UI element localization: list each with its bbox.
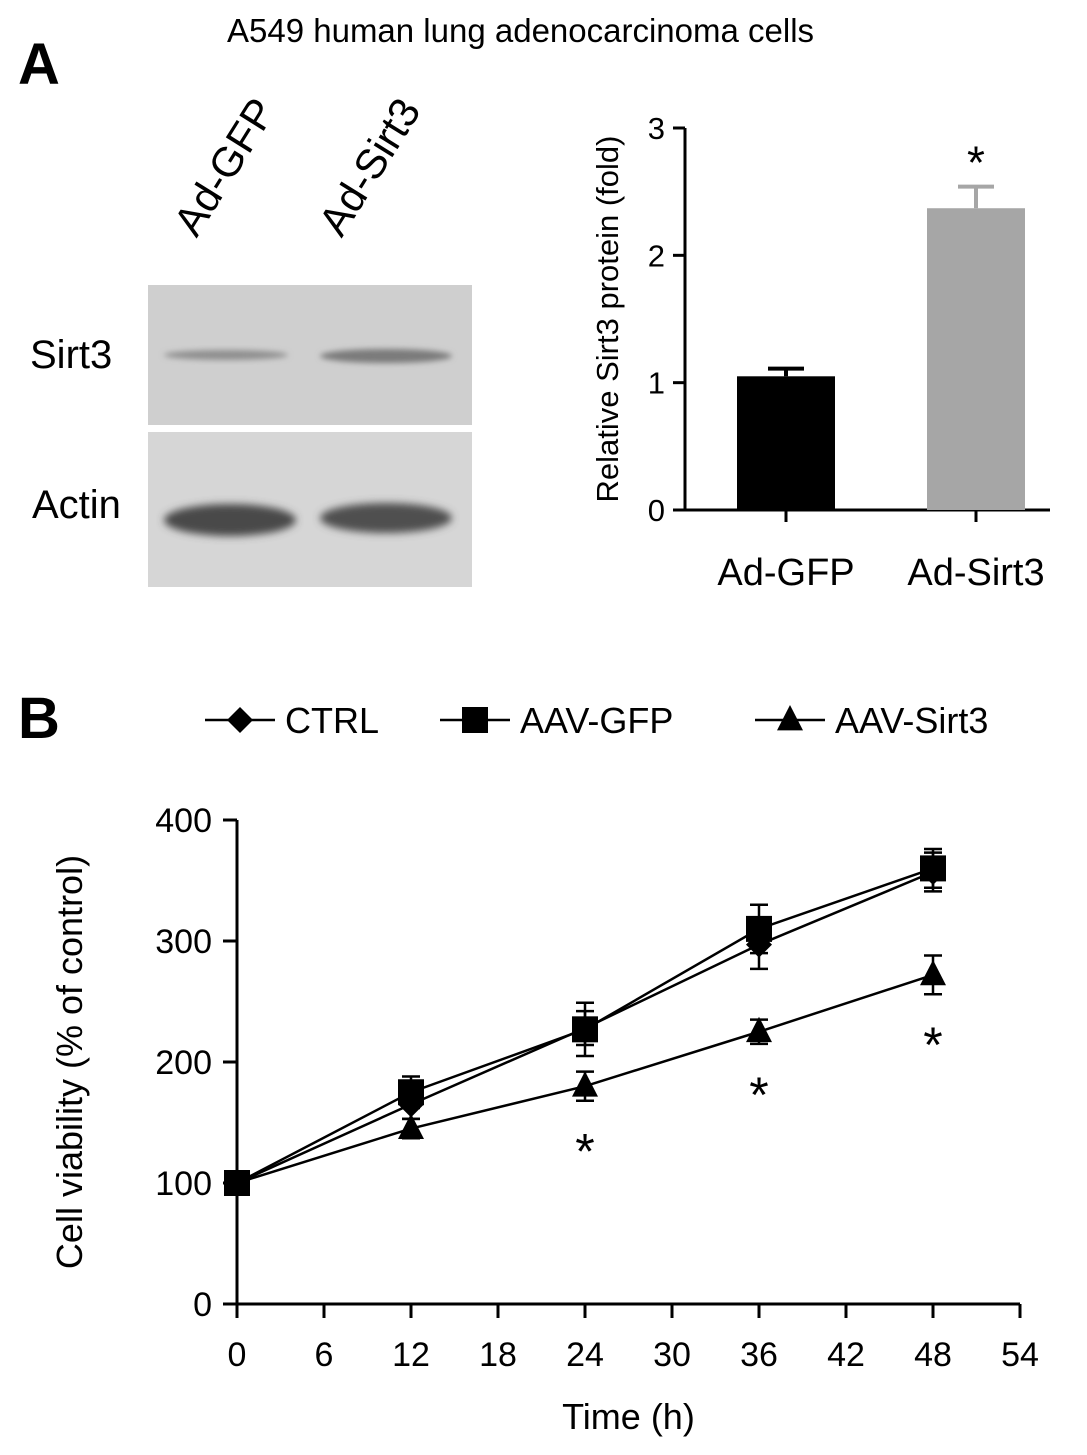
line-x-tick-label: 24 [566, 1336, 604, 1374]
legend-marker-aav-sirt3 [777, 705, 803, 731]
line-significance-marker: * [575, 1124, 594, 1180]
legend-marker-aav-gfp [462, 707, 488, 733]
data-point-aav-sirt3 [746, 1016, 772, 1043]
panel-b-label: B [18, 686, 60, 751]
line-x-tick-label: 48 [914, 1336, 952, 1374]
legend-label-ctrl: CTRL [285, 700, 379, 741]
bar-x-tick-label: Ad-GFP [717, 552, 854, 594]
line-x-tick-label: 30 [653, 1336, 691, 1374]
data-point-aav-sirt3 [920, 959, 946, 986]
bar-y-axis-label: Relative Sirt3 protein (fold) [590, 136, 625, 503]
data-point-aav-gfp [746, 915, 772, 942]
blot-row-label-actin: Actin [32, 483, 121, 527]
bar-y-tick-label: 3 [648, 111, 665, 146]
series-aav-sirt3 [224, 954, 946, 1194]
figure-title: A549 human lung adenocarcinoma cells [227, 12, 815, 49]
line-significance-marker: * [749, 1067, 768, 1123]
line-x-tick-label: 42 [827, 1336, 865, 1374]
line-y-tick-label: 0 [193, 1286, 212, 1324]
blot-row-label-sirt3: Sirt3 [30, 333, 113, 377]
legend: CTRL AAV-GFP AAV-Sirt3 [205, 700, 988, 741]
line-y-axis-label: Cell viability (% of control) [49, 855, 90, 1269]
bar-significance-marker: * [967, 137, 985, 189]
data-point-aav-sirt3 [572, 1071, 598, 1097]
actin-band-ad-gfp [164, 504, 296, 536]
bar-y-tick-label: 1 [648, 366, 665, 401]
bar-ad-gfp [737, 376, 835, 510]
line-x-axis-label: Time (h) [562, 1396, 695, 1437]
line-x-tick-label: 0 [228, 1336, 247, 1374]
data-point-aav-gfp [398, 1079, 424, 1106]
bar-x-tick-label: Ad-Sirt3 [907, 552, 1044, 594]
line-y-tick-label: 400 [155, 802, 212, 840]
line-x-tick-label: 18 [479, 1336, 517, 1374]
line-x-tick-label: 6 [315, 1336, 334, 1374]
sirt3-band-ad-sirt3 [320, 349, 452, 363]
blot-lane-label-ad-gfp: Ad-GFP [164, 89, 285, 244]
data-point-aav-gfp [572, 1016, 598, 1043]
line-significance-marker: * [923, 1017, 942, 1073]
series-aav-gfp [224, 847, 946, 1196]
line-y-tick-label: 100 [155, 1165, 212, 1203]
line-chart: 0 100 200 300 400 0 6 12 18 24 30 36 42 48 54 Time (h) C… [49, 700, 1039, 1437]
line-y-tick-label: 200 [155, 1044, 212, 1082]
line-x-tick-label: 54 [1001, 1336, 1039, 1374]
western-blot-image [148, 285, 472, 587]
bar-chart: 0 1 2 3 Ad-GFP Ad-Sirt3 * Relative Sirt3 protei… [590, 111, 1050, 594]
line-x-tick-label: 36 [740, 1336, 778, 1374]
panel-a-label: A [18, 32, 60, 97]
blot-lane-label-ad-sirt3: Ad-Sirt3 [309, 89, 430, 244]
actin-band-ad-sirt3 [320, 503, 452, 533]
bar-y-tick-label: 2 [648, 238, 665, 273]
sirt3-band-ad-gfp [164, 350, 288, 360]
data-point-aav-sirt3 [398, 1113, 424, 1139]
legend-label-aav-sirt3: AAV-Sirt3 [835, 700, 988, 741]
legend-marker-ctrl [227, 707, 253, 733]
line-y-tick-label: 300 [155, 923, 212, 961]
bar-ad-sirt3 [927, 208, 1025, 510]
legend-label-aav-gfp: AAV-GFP [520, 700, 673, 741]
data-point-aav-gfp [920, 855, 946, 882]
bar-y-tick-label: 0 [648, 493, 665, 528]
data-point-aav-sirt3 [224, 1168, 250, 1194]
line-x-tick-label: 12 [392, 1336, 430, 1374]
